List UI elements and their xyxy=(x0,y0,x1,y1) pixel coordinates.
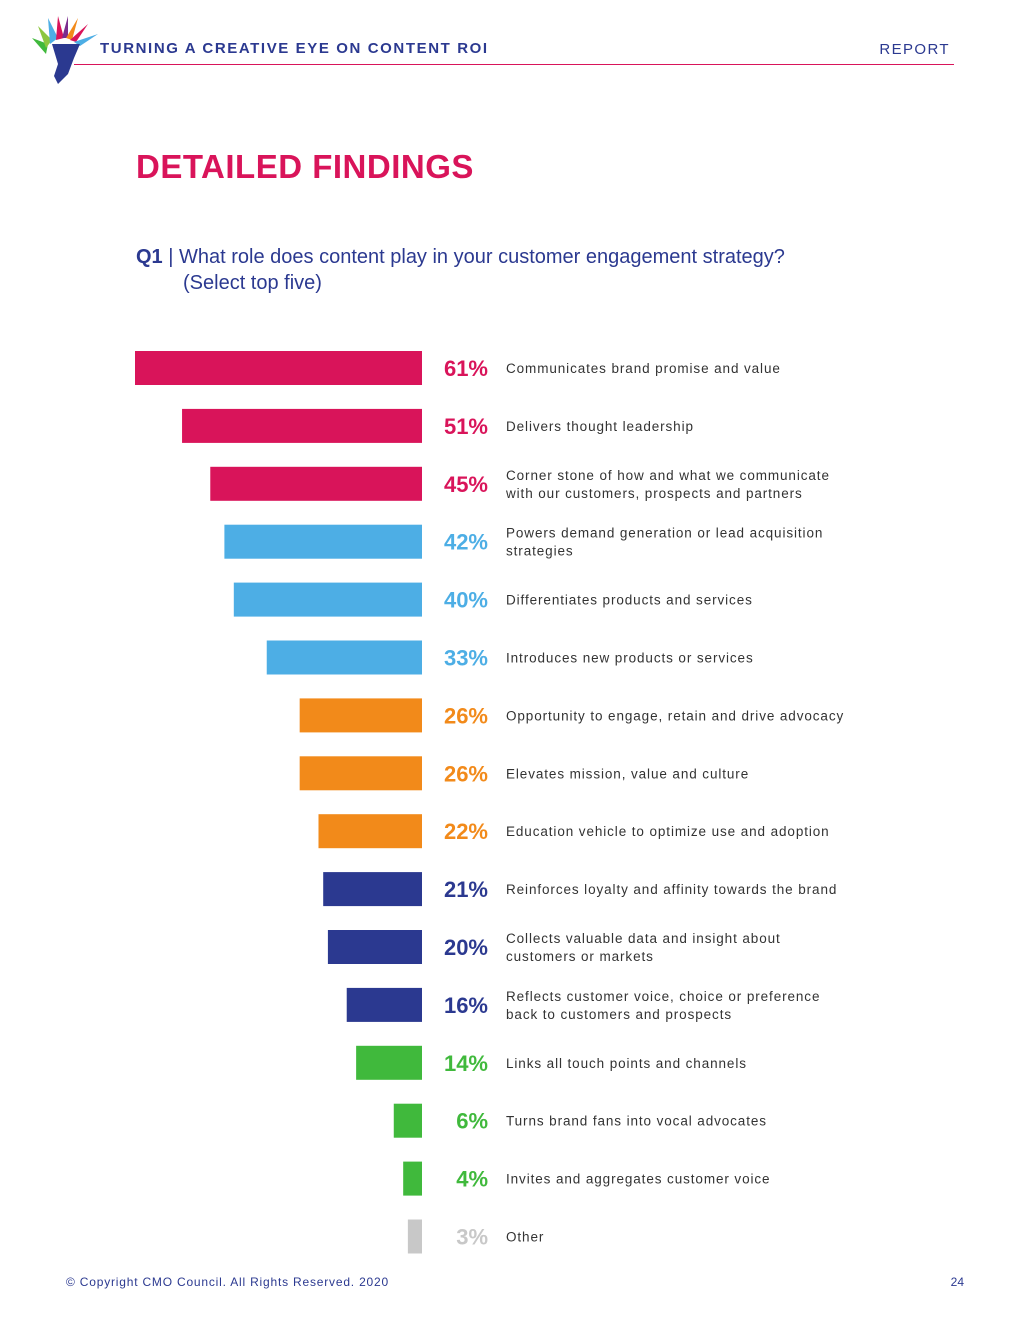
question-text: What role does content play in your cust… xyxy=(179,246,785,268)
bar xyxy=(135,351,422,385)
value-label: 22% xyxy=(444,819,488,844)
question-separator: | xyxy=(168,246,174,268)
value-label: 51% xyxy=(444,414,488,439)
bar xyxy=(327,930,422,964)
category-label-line: Education vehicle to optimize use and ad… xyxy=(506,824,830,839)
bar xyxy=(346,987,422,1022)
bar xyxy=(407,1219,422,1254)
bar xyxy=(299,756,422,791)
category-label-line: Elevates mission, value and culture xyxy=(506,766,749,781)
category-label: Reflects customer voice, choice or prefe… xyxy=(506,989,820,1022)
category-label-line: Opportunity to engage, retain and drive … xyxy=(506,708,844,723)
category-label: Other xyxy=(506,1230,544,1245)
report-header-title: TURNING A CREATIVE EYE ON CONTENT ROI xyxy=(100,40,489,57)
category-label: Collects valuable data and insight about… xyxy=(506,931,781,964)
value-label: 26% xyxy=(444,761,488,786)
bar xyxy=(182,408,422,443)
question-block: Q1 | What role does content play in your… xyxy=(136,244,896,296)
value-label: 26% xyxy=(444,703,488,728)
value-label: 16% xyxy=(444,993,488,1018)
value-label: 14% xyxy=(444,1051,488,1076)
category-label: Elevates mission, value and culture xyxy=(506,766,749,781)
bar xyxy=(318,814,422,849)
category-label-line: Reflects customer voice, choice or prefe… xyxy=(506,989,820,1004)
category-label: Communicates brand promise and value xyxy=(506,361,781,376)
bar xyxy=(266,640,422,675)
category-label: Turns brand fans into vocal advocates xyxy=(506,1114,767,1129)
value-label: 40% xyxy=(444,588,488,613)
category-label-line: back to customers and prospects xyxy=(506,1007,732,1022)
category-label: Links all touch points and channels xyxy=(506,1056,747,1071)
value-label: 20% xyxy=(444,935,488,960)
value-label: 3% xyxy=(456,1225,488,1250)
category-label-line: Corner stone of how and what we communic… xyxy=(506,468,830,483)
category-label-line: strategies xyxy=(506,544,574,559)
value-label: 42% xyxy=(444,530,488,555)
value-label: 33% xyxy=(444,646,488,671)
footer-copyright: © Copyright CMO Council. All Rights Rese… xyxy=(66,1275,389,1289)
content-role-bar-chart: 61% Communicates brand promise and value 5… xyxy=(135,351,844,1254)
category-label-line: Invites and aggregates customer voice xyxy=(506,1172,770,1187)
category-label: Reinforces loyalty and affinity towards … xyxy=(506,882,837,897)
category-label-line: Turns brand fans into vocal advocates xyxy=(506,1114,767,1129)
category-label-line: with our customers, prospects and partne… xyxy=(505,486,803,501)
bar xyxy=(403,1161,422,1196)
category-label-line: Introduces new products or services xyxy=(506,651,754,666)
category-label-line: Powers demand generation or lead acquisi… xyxy=(506,526,823,541)
category-label: Education vehicle to optimize use and ad… xyxy=(506,824,830,839)
bar xyxy=(224,524,422,559)
category-label-line: Differentiates products and services xyxy=(506,593,753,608)
hand-feather-logo-icon xyxy=(32,16,98,84)
category-label: Invites and aggregates customer voice xyxy=(506,1172,770,1187)
category-label-line: Reinforces loyalty and affinity towards … xyxy=(506,882,837,897)
bar xyxy=(299,698,422,733)
header-divider xyxy=(74,64,954,65)
value-label: 6% xyxy=(456,1109,488,1134)
bar xyxy=(233,582,422,617)
category-label-line: customers or markets xyxy=(506,949,654,964)
value-label: 4% xyxy=(456,1167,488,1192)
category-label: Corner stone of how and what we communic… xyxy=(505,468,830,501)
value-label: 61% xyxy=(444,356,488,381)
category-label: Opportunity to engage, retain and drive … xyxy=(506,708,844,723)
bar xyxy=(356,1045,422,1080)
section-title: DETAILED FINDINGS xyxy=(136,148,474,185)
category-label: Introduces new products or services xyxy=(506,651,754,666)
category-label-line: Links all touch points and channels xyxy=(506,1056,747,1071)
value-label: 45% xyxy=(444,472,488,497)
page-number: 24 xyxy=(950,1275,964,1289)
bar xyxy=(210,466,422,501)
report-label: REPORT xyxy=(879,41,950,58)
category-label-line: Delivers thought leadership xyxy=(506,419,694,434)
bar xyxy=(393,1103,422,1138)
question-note: (Select top five) xyxy=(183,272,322,294)
category-label: Delivers thought leadership xyxy=(506,419,694,434)
category-label-line: Collects valuable data and insight about xyxy=(506,931,781,946)
bar xyxy=(323,872,422,907)
value-label: 21% xyxy=(444,877,488,902)
category-label: Powers demand generation or lead acquisi… xyxy=(506,526,823,559)
question-number: Q1 xyxy=(136,246,163,268)
category-label-line: Communicates brand promise and value xyxy=(506,361,781,376)
category-label-line: Other xyxy=(506,1230,544,1245)
category-label: Differentiates products and services xyxy=(506,593,753,608)
